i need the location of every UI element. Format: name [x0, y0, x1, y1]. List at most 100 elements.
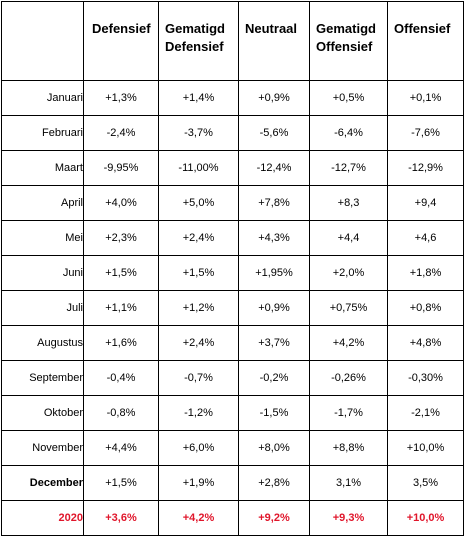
table-cell: -2,1% [387, 395, 464, 431]
row-label: Oktober [1, 395, 84, 431]
table-cell: +4,4% [83, 430, 159, 466]
table-cell: -0,30% [387, 360, 464, 396]
header-gematigd-defensief: Gematigd Defensief [158, 1, 239, 81]
row-label: September [1, 360, 84, 396]
table-row: Januari +1,3% +1,4% +0,9% +0,5% +0,1% [1, 80, 464, 116]
table-cell: +1,2% [158, 290, 239, 326]
row-label: 2020 [1, 500, 84, 536]
table-cell: +3,6% [83, 500, 159, 536]
row-label: Maart [1, 150, 84, 186]
table-cell: +1,5% [158, 255, 239, 291]
header-row: Defensief Gematigd Defensief Neutraal Gem… [1, 1, 464, 81]
header-defensief: Defensief [83, 1, 159, 81]
table-cell: +4,3% [238, 220, 310, 256]
header-gematigd-offensief: Gematigd Offensief [309, 1, 388, 81]
table-row: November +4,4% +6,0% +8,0% +8,8% +10,0% [1, 430, 464, 466]
table-cell: -1,2% [158, 395, 239, 431]
table-cell: +1,8% [387, 255, 464, 291]
row-label: November [1, 430, 84, 466]
table-row: Maart -9,95% -11,00% -12,4% -12,7% -12,9% [1, 150, 464, 186]
table-cell: -2,4% [83, 115, 159, 151]
corner-cell [1, 1, 84, 81]
table-cell: 3,1% [309, 465, 388, 501]
table-cell: -0,26% [309, 360, 388, 396]
table-cell: -1,5% [238, 395, 310, 431]
table-row: Mei +2,3% +2,4% +4,3% +4,4 +4,6 [1, 220, 464, 256]
table-cell: +8,8% [309, 430, 388, 466]
table-cell: +10,0% [387, 430, 464, 466]
table-row: Juni +1,5% +1,5% +1,95% +2,0% +1,8% [1, 255, 464, 291]
table-cell: +0,8% [387, 290, 464, 326]
table-cell: -0,7% [158, 360, 239, 396]
table-row: Oktober -0,8% -1,2% -1,5% -1,7% -2,1% [1, 395, 464, 431]
table-cell: +2,4% [158, 220, 239, 256]
table-cell: +1,5% [83, 465, 159, 501]
table-cell: +2,4% [158, 325, 239, 361]
table-cell: +1,3% [83, 80, 159, 116]
table-cell: -7,6% [387, 115, 464, 151]
table-cell: +2,0% [309, 255, 388, 291]
table-cell: +9,4 [387, 185, 464, 221]
table-cell: +4,8% [387, 325, 464, 361]
table-cell: +10,0% [387, 500, 464, 536]
table-cell: +8,3 [309, 185, 388, 221]
table-cell: +0,5% [309, 80, 388, 116]
table-cell: +4,0% [83, 185, 159, 221]
table-cell: +1,6% [83, 325, 159, 361]
table-row: Februari -2,4% -3,7% -5,6% -6,4% -7,6% [1, 115, 464, 151]
table-cell: -0,2% [238, 360, 310, 396]
table-cell: +2,3% [83, 220, 159, 256]
row-label: April [1, 185, 84, 221]
header-offensief: Offensief [387, 1, 464, 81]
table-cell: -12,7% [309, 150, 388, 186]
table-cell: +1,4% [158, 80, 239, 116]
table-row: September -0,4% -0,7% -0,2% -0,26% -0,30% [1, 360, 464, 396]
table-cell: -6,4% [309, 115, 388, 151]
table-cell: +1,1% [83, 290, 159, 326]
table-cell: -3,7% [158, 115, 239, 151]
table-cell: +0,9% [238, 290, 310, 326]
row-label: Januari [1, 80, 84, 116]
row-label: Juli [1, 290, 84, 326]
table-cell: +0,75% [309, 290, 388, 326]
table-cell: -1,7% [309, 395, 388, 431]
total-row: 2020 +3,6% +4,2% +9,2% +9,3% +10,0% [1, 500, 464, 536]
table-cell: +0,9% [238, 80, 310, 116]
table-cell: +2,8% [238, 465, 310, 501]
table-row: Augustus +1,6% +2,4% +3,7% +4,2% +4,8% [1, 325, 464, 361]
row-label: Mei [1, 220, 84, 256]
table-cell: +3,7% [238, 325, 310, 361]
header-neutraal: Neutraal [238, 1, 310, 81]
table-cell: +8,0% [238, 430, 310, 466]
table-cell: +4,2% [309, 325, 388, 361]
table-cell: +1,9% [158, 465, 239, 501]
table-cell: +9,2% [238, 500, 310, 536]
table-row: Juli +1,1% +1,2% +0,9% +0,75% +0,8% [1, 290, 464, 326]
table-cell: -12,9% [387, 150, 464, 186]
table-cell: +6,0% [158, 430, 239, 466]
table-cell: +0,1% [387, 80, 464, 116]
table-row: December +1,5% +1,9% +2,8% 3,1% 3,5% [1, 465, 464, 501]
table-cell: +9,3% [309, 500, 388, 536]
table-cell: -9,95% [83, 150, 159, 186]
table-cell: +4,4 [309, 220, 388, 256]
table-cell: +1,5% [83, 255, 159, 291]
table-cell: +4,6 [387, 220, 464, 256]
table-cell: +1,95% [238, 255, 310, 291]
table-cell: +4,2% [158, 500, 239, 536]
table-cell: +5,0% [158, 185, 239, 221]
row-label: Juni [1, 255, 84, 291]
row-label: December [1, 465, 84, 501]
table-cell: -5,6% [238, 115, 310, 151]
table-cell: -0,8% [83, 395, 159, 431]
table-row: April +4,0% +5,0% +7,8% +8,3 +9,4 [1, 185, 464, 221]
table-cell: 3,5% [387, 465, 464, 501]
row-label: Augustus [1, 325, 84, 361]
table-cell: -11,00% [158, 150, 239, 186]
table-cell: -12,4% [238, 150, 310, 186]
table-cell: +7,8% [238, 185, 310, 221]
table-cell: -0,4% [83, 360, 159, 396]
row-label: Februari [1, 115, 84, 151]
